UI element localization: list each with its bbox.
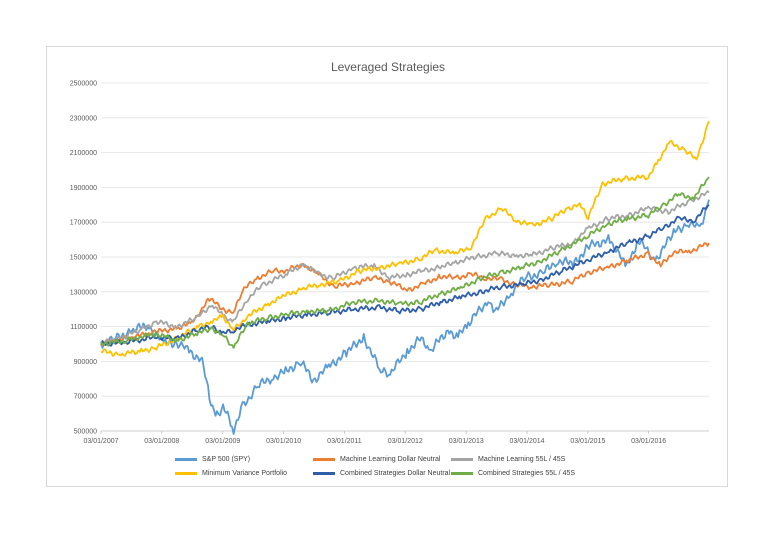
y-tick-label: 1500000	[70, 255, 97, 262]
x-tick-label: 03/01/2010	[266, 438, 301, 445]
legend-item-min-variance: Minimum Variance Portfolio	[175, 470, 287, 477]
y-axis-ticks: 500000 700000 900000 1100000 1300000 1500000 1…	[70, 81, 97, 436]
y-tick-label: 500000	[74, 429, 97, 436]
legend-label: Combined Strategies 55L / 45S	[478, 470, 576, 477]
legend-item-ml-55l-45s: Machine Learning 55L / 45S	[451, 456, 565, 463]
line-chart: Leveraged Strategies 500000 700000 900000 1…	[70, 60, 710, 445]
legend-item-combined-55l-45s: Combined Strategies 55L / 45S	[451, 470, 575, 477]
legend-item-ml-dollar-neutral: Machine Learning Dollar Neutral	[313, 456, 440, 463]
series-line-4	[100, 204, 710, 347]
series-line-5	[100, 176, 710, 349]
legend-label: Combined Strategies Dollar Neutral	[340, 470, 451, 477]
y-tick-label: 2300000	[70, 115, 97, 122]
x-tick-label: 03/01/2016	[631, 438, 666, 445]
series-line-0	[100, 199, 710, 435]
legend-swatch	[313, 458, 335, 461]
series-line-2	[100, 190, 710, 346]
legend-label: Machine Learning 55L / 45S	[478, 456, 566, 463]
legend-label: S&P 500 (SPY)	[202, 456, 251, 463]
y-tick-label: 900000	[74, 359, 97, 366]
y-tick-label: 2100000	[70, 150, 97, 157]
x-tick-label: 03/01/2007	[83, 438, 118, 445]
chart-title: Leveraged Strategies	[331, 60, 445, 74]
x-tick-label: 03/01/2009	[205, 438, 240, 445]
x-tick-label: 03/01/2014	[510, 438, 545, 445]
y-tick-label: 1300000	[70, 289, 97, 296]
series-line-1	[100, 242, 710, 347]
gridlines	[101, 82, 709, 432]
legend-swatch	[451, 472, 473, 475]
y-tick-label: 1100000	[70, 324, 97, 331]
y-tick-label: 1700000	[70, 220, 97, 227]
x-tick-label: 03/01/2011	[327, 438, 362, 445]
legend-item-spy: S&P 500 (SPY)	[175, 456, 250, 463]
series-line-3	[100, 120, 710, 357]
y-tick-label: 1900000	[70, 185, 97, 192]
series-lines	[100, 120, 710, 435]
x-tick-label: 03/01/2013	[449, 438, 484, 445]
legend-item-combined-dollar-neutral: Combined Strategies Dollar Neutral	[313, 470, 450, 477]
y-tick-label: 700000	[74, 394, 97, 401]
x-tick-label: 03/01/2012	[388, 438, 423, 445]
chart-container: Leveraged Strategies 500000 700000 900000 1…	[46, 46, 728, 487]
legend-label: Machine Learning Dollar Neutral	[340, 456, 441, 463]
legend-swatch	[313, 472, 335, 475]
legend-label: Minimum Variance Portfolio	[202, 470, 288, 477]
legend-swatch	[175, 458, 197, 461]
x-tick-label: 03/01/2015	[570, 438, 605, 445]
x-axis-ticks: 03/01/2007 03/01/2008 03/01/2009 03/01/2010…	[83, 431, 666, 445]
legend-swatch	[451, 458, 473, 461]
y-tick-label: 2500000	[70, 81, 97, 88]
x-tick-label: 03/01/2008	[144, 438, 179, 445]
legend-swatch	[175, 472, 197, 475]
